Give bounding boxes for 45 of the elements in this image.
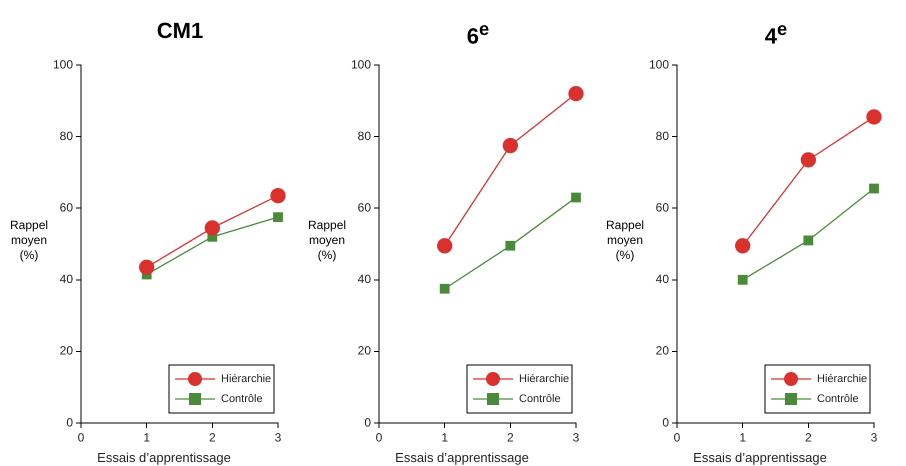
x-tick-label: 0 [674, 430, 681, 445]
y-tick-label: 0 [662, 415, 670, 430]
x-tick-label: 1 [441, 430, 448, 445]
y-tick-label: 40 [60, 272, 74, 286]
y-tick-label: 100 [648, 57, 670, 72]
y-tick-label: 80 [60, 128, 74, 143]
y-tick-label: 20 [358, 344, 372, 358]
x-tick-label: 1 [143, 430, 150, 445]
y-tick-label: 80 [358, 128, 372, 143]
y-tick-label: 100 [52, 57, 74, 72]
legend-label: Contrôle [519, 393, 561, 406]
legend-label: Contrôle [817, 393, 859, 406]
y-tick-label: 20 [60, 344, 74, 358]
x-axis-title: Essais d’apprentissage [97, 450, 231, 465]
y-tick-label: 60 [60, 200, 74, 215]
legend-label: Hiérarchie [221, 373, 272, 386]
x-tick-label: 0 [376, 430, 383, 445]
legend-label: Contrôle [221, 393, 263, 406]
legend-label: Hiérarchie [519, 373, 570, 386]
x-axis-title: Essais d’apprentissage [395, 450, 529, 465]
y-tick-label: 40 [358, 272, 372, 286]
y-axis-title: Rappel moyen (%) [606, 218, 644, 263]
x-tick-label: 3 [870, 430, 878, 445]
y-tick-label: 20 [656, 344, 670, 358]
x-tick-label: 1 [739, 430, 746, 445]
chart-title: CM1 [156, 18, 204, 44]
y-tick-label: 100 [350, 57, 372, 72]
chart-title: 4$^{e}$ [764, 18, 788, 50]
y-tick-label: 40 [656, 272, 670, 286]
y-tick-label: 60 [358, 200, 372, 215]
x-tick-label: 3 [572, 430, 580, 445]
x-tick-label: 0 [78, 430, 85, 445]
x-tick-label: 2 [506, 430, 514, 445]
y-axis-title: Rappel moyen (%) [10, 218, 48, 263]
x-tick-label: 2 [208, 430, 216, 445]
y-tick-label: 0 [364, 415, 372, 430]
chart-title: 6$^{e}$ [466, 18, 490, 50]
y-tick-label: 60 [656, 200, 670, 215]
x-axis-title: Essais d’apprentissage [693, 450, 827, 465]
legend-label: Hiérarchie [817, 373, 868, 386]
x-tick-label: 2 [804, 430, 812, 445]
x-tick-label: 3 [274, 430, 282, 445]
y-tick-label: 0 [66, 415, 74, 430]
y-axis-title: Rappel moyen (%) [308, 218, 346, 263]
y-tick-label: 80 [656, 128, 670, 143]
